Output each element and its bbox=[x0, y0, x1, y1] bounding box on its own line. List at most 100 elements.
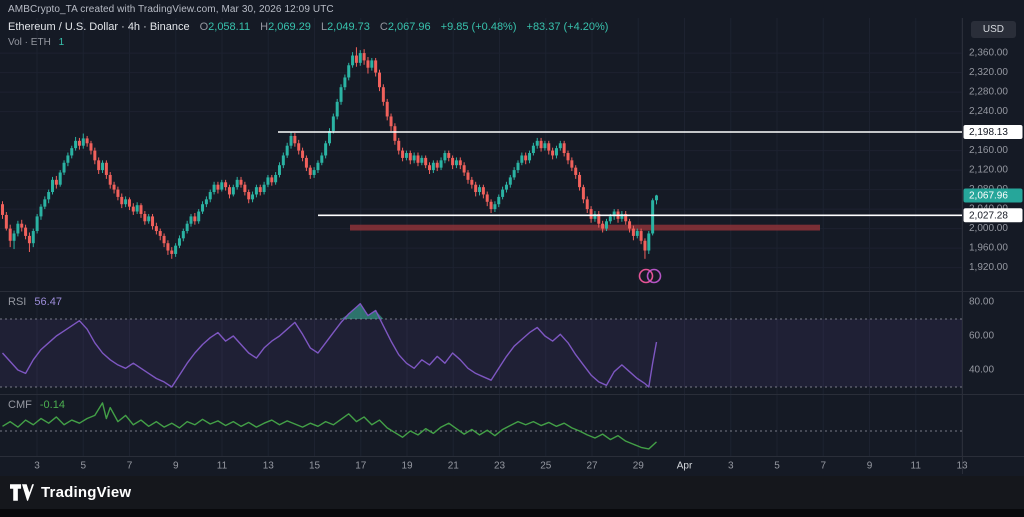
candle-body bbox=[154, 226, 158, 232]
candle bbox=[27, 232, 31, 252]
time-tick-label: 19 bbox=[401, 461, 413, 472]
candle-body bbox=[143, 213, 147, 222]
candle bbox=[520, 152, 524, 166]
candle-body bbox=[635, 231, 639, 236]
candle-body bbox=[374, 60, 378, 73]
candle-body bbox=[1, 204, 4, 215]
candle-body bbox=[462, 165, 466, 173]
candle bbox=[443, 150, 447, 164]
candle bbox=[547, 140, 551, 155]
volume-label[interactable]: Vol · ETH bbox=[8, 37, 51, 48]
candle-body bbox=[535, 140, 539, 146]
candle bbox=[451, 155, 455, 170]
chart-canvas[interactable]: 2,360.00 2,320.00 2,280.00 2,240.00 2,160.00… bbox=[0, 0, 1024, 476]
candle bbox=[181, 228, 185, 242]
candle bbox=[408, 150, 412, 165]
price-tick-label: 1,960.00 bbox=[969, 243, 1008, 254]
candle-body bbox=[39, 206, 43, 217]
candle-body bbox=[378, 72, 382, 88]
candle-body bbox=[101, 162, 105, 171]
candle bbox=[47, 189, 51, 204]
candle bbox=[639, 228, 643, 245]
candle-body bbox=[497, 196, 501, 205]
candle bbox=[77, 137, 81, 150]
candle bbox=[204, 196, 208, 208]
time-tick-label: 27 bbox=[586, 461, 598, 472]
candle-body bbox=[54, 179, 58, 185]
candle-body bbox=[85, 138, 89, 144]
candle-body bbox=[304, 157, 308, 168]
ohlc-high: H2,069.29 bbox=[260, 21, 311, 33]
tradingview-logo[interactable]: TradingView bbox=[10, 484, 131, 501]
candle bbox=[331, 113, 335, 134]
candle bbox=[266, 174, 270, 188]
symbol-title[interactable]: Ethereum / U.S. Dollar · 4h · Binance bbox=[8, 21, 190, 33]
candle bbox=[320, 152, 324, 166]
candle bbox=[297, 139, 301, 155]
candle bbox=[143, 211, 147, 225]
cycle-annotation-icon[interactable] bbox=[638, 268, 662, 284]
candle bbox=[624, 211, 628, 225]
candle-body bbox=[354, 55, 358, 63]
candle-body bbox=[639, 231, 643, 241]
candle bbox=[478, 184, 482, 196]
candle bbox=[401, 147, 405, 162]
candle-body bbox=[439, 160, 443, 168]
candle bbox=[170, 247, 174, 259]
candle-body bbox=[12, 233, 16, 241]
candle-body bbox=[539, 140, 543, 149]
cmf-pane-label[interactable]: CMF -0.14 bbox=[8, 399, 65, 411]
candle-body bbox=[481, 187, 485, 195]
candle-body bbox=[643, 240, 647, 251]
candle-body bbox=[474, 184, 478, 193]
rsi-overbought-fill bbox=[2, 303, 657, 319]
candle-body bbox=[558, 143, 562, 149]
support-zone[interactable] bbox=[350, 224, 820, 231]
candle bbox=[85, 135, 89, 147]
cmf-line bbox=[2, 402, 657, 450]
candle bbox=[431, 160, 435, 174]
candle-body bbox=[320, 155, 324, 163]
candle-body bbox=[254, 187, 258, 195]
candle bbox=[174, 243, 178, 257]
time-tick-label: 3 bbox=[34, 461, 40, 472]
time-tick-label: 5 bbox=[774, 461, 780, 472]
time-axis[interactable] bbox=[0, 456, 962, 474]
candle-body bbox=[139, 205, 143, 214]
candle-body bbox=[4, 214, 8, 229]
candle bbox=[466, 170, 470, 184]
candle bbox=[189, 213, 193, 227]
candle-body bbox=[8, 228, 12, 241]
candle-body bbox=[624, 213, 628, 222]
candle-body bbox=[308, 167, 312, 175]
candle-body bbox=[362, 53, 366, 61]
candle bbox=[312, 167, 316, 178]
candle-body bbox=[124, 199, 128, 205]
candle bbox=[612, 209, 616, 220]
candle-body bbox=[524, 155, 528, 161]
time-tick-label: 15 bbox=[309, 461, 321, 472]
candle bbox=[193, 212, 197, 225]
candle bbox=[528, 150, 532, 164]
candle bbox=[601, 220, 605, 233]
candle bbox=[108, 172, 112, 189]
candle bbox=[374, 57, 378, 77]
candle-body bbox=[216, 184, 220, 190]
candle bbox=[274, 172, 278, 185]
cmf-label: CMF bbox=[8, 399, 32, 411]
cycle-circle-left bbox=[638, 268, 654, 284]
candle-body bbox=[297, 143, 301, 151]
candle-body bbox=[431, 162, 435, 171]
candle bbox=[570, 157, 574, 172]
candle bbox=[127, 197, 131, 211]
candle bbox=[474, 181, 478, 197]
candle bbox=[335, 98, 339, 120]
rsi-pane-label[interactable]: RSI 56.47 bbox=[8, 296, 62, 308]
candle bbox=[404, 150, 408, 161]
candle bbox=[112, 181, 116, 194]
candle bbox=[578, 172, 582, 191]
candle bbox=[635, 228, 639, 239]
currency-toggle-button[interactable]: USD bbox=[970, 21, 1016, 38]
candle bbox=[35, 213, 39, 234]
